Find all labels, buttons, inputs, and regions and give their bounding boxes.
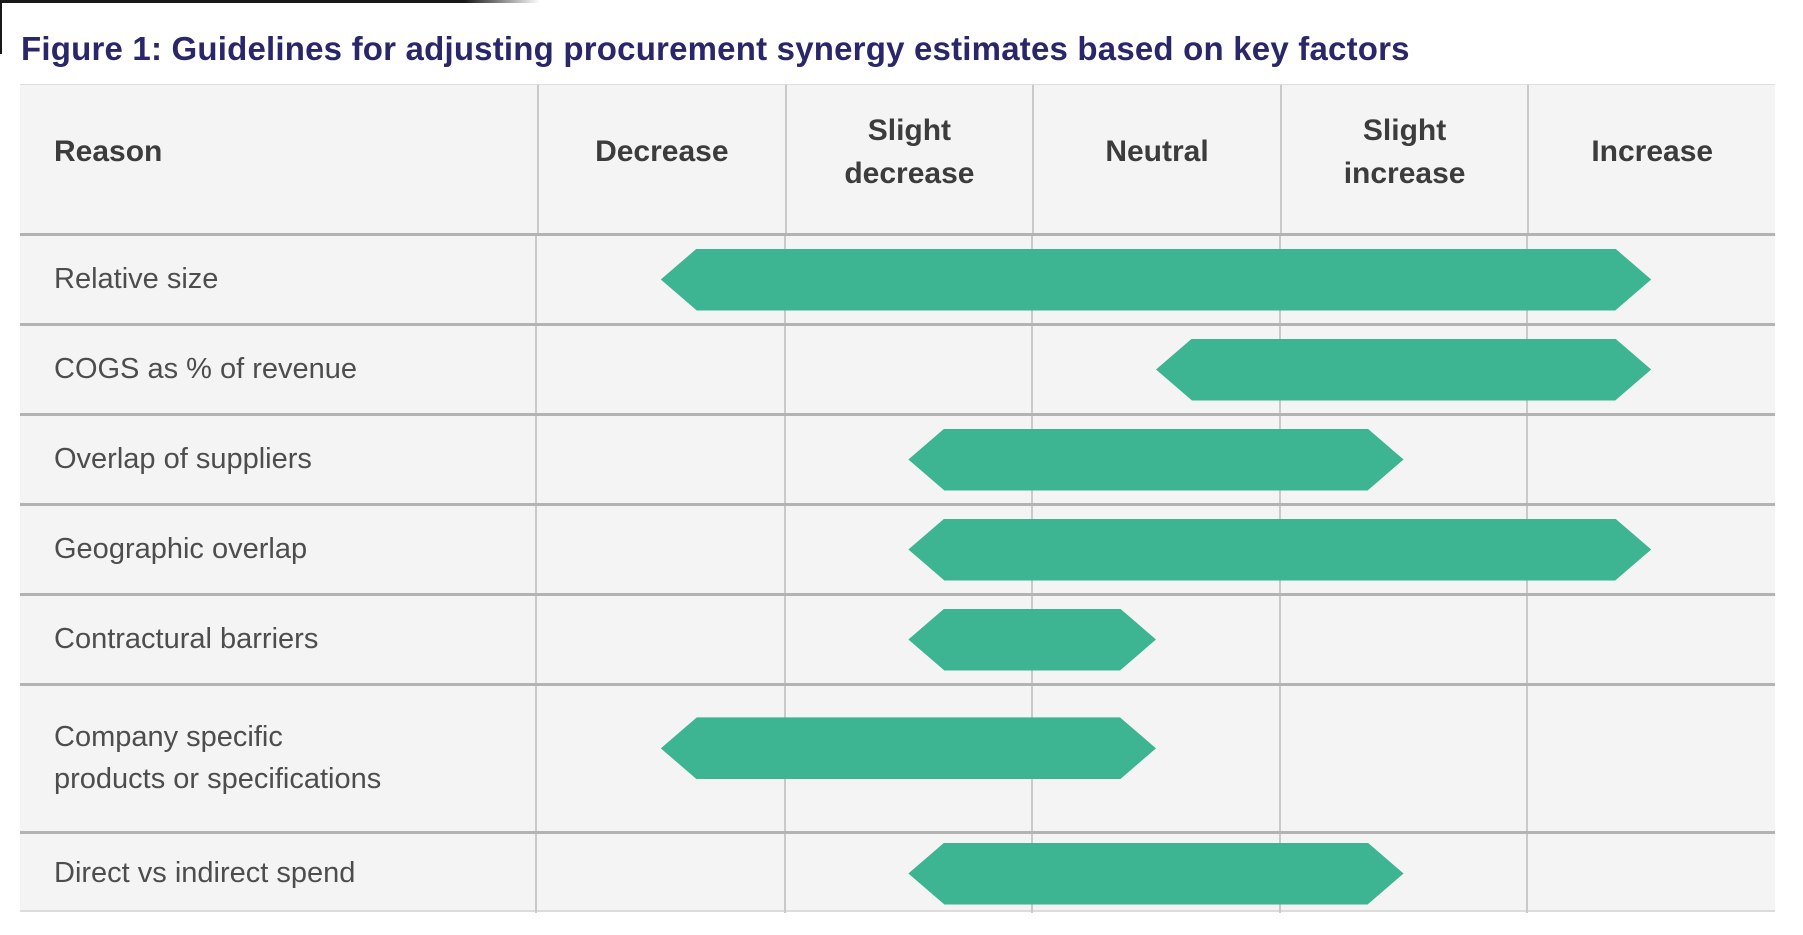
grid-line	[1278, 686, 1281, 831]
figure-title: Figure 1: Guidelines for adjusting procu…	[21, 30, 1410, 68]
column-header-reason: Reason	[20, 85, 537, 233]
grid-line	[783, 596, 786, 683]
column-header-label: Slight increase	[1343, 113, 1466, 191]
table-row: Company specific products or specificati…	[20, 683, 1775, 831]
row-track	[537, 326, 1775, 413]
grid-line	[1278, 596, 1281, 683]
row-label: Contractural barriers	[20, 596, 537, 683]
table-header-row: Reason Decrease Slight decrease Neutral Slig…	[20, 85, 1775, 233]
table-row: Geographic overlap	[20, 503, 1775, 593]
row-label: COGS as % of revenue	[20, 326, 537, 413]
row-label: Direct vs indirect spend	[20, 834, 537, 913]
column-header-label: Neutral	[1105, 135, 1209, 169]
page-edge-artifact-top	[0, 0, 540, 3]
grid-line	[1526, 416, 1529, 503]
range-bar	[908, 429, 1403, 491]
row-track	[537, 416, 1775, 503]
grid-line	[783, 506, 786, 593]
synergy-adjustment-chart: Reason Decrease Slight decrease Neutral Slig…	[20, 84, 1775, 913]
range-bar	[1156, 339, 1651, 401]
row-label: Relative size	[20, 236, 537, 323]
row-track	[537, 236, 1775, 323]
table-row: Direct vs indirect spend	[20, 831, 1775, 913]
grid-line	[783, 416, 786, 503]
column-header-neutral: Neutral	[1032, 85, 1280, 233]
grid-line	[783, 326, 786, 413]
row-track	[537, 506, 1775, 593]
table-body: Relative size COGS as % of revenue Overlap…	[20, 233, 1775, 913]
table-row: Overlap of suppliers	[20, 413, 1775, 503]
range-bar	[908, 609, 1156, 671]
grid-line	[1526, 834, 1529, 913]
table-row: Contractural barriers	[20, 593, 1775, 683]
page-edge-artifact-left	[0, 0, 2, 54]
range-bar	[661, 717, 1156, 779]
grid-line	[1031, 326, 1034, 413]
column-header-decrease: Decrease	[537, 85, 785, 233]
range-bar	[661, 249, 1651, 311]
range-bar	[908, 843, 1403, 905]
range-bar	[908, 519, 1651, 581]
column-header-label: Decrease	[595, 135, 729, 169]
table-row: COGS as % of revenue	[20, 323, 1775, 413]
grid-line	[1526, 686, 1529, 831]
row-track	[537, 686, 1775, 831]
column-header-slight-decrease: Slight decrease	[784, 85, 1033, 233]
table-row: Relative size	[20, 233, 1775, 323]
column-header-label: Increase	[1591, 135, 1714, 169]
column-header-slight-increase: Slight increase	[1279, 85, 1528, 233]
row-track	[537, 834, 1775, 913]
row-label: Company specific products or specificati…	[20, 686, 537, 831]
column-header-label: Slight decrease	[844, 113, 975, 191]
column-header-label: Reason	[54, 135, 163, 169]
grid-line	[783, 834, 786, 913]
row-track	[537, 596, 1775, 683]
row-label: Geographic overlap	[20, 506, 537, 593]
row-label: Overlap of suppliers	[20, 416, 537, 503]
column-header-increase: Increase	[1527, 85, 1775, 233]
grid-line	[1526, 596, 1529, 683]
